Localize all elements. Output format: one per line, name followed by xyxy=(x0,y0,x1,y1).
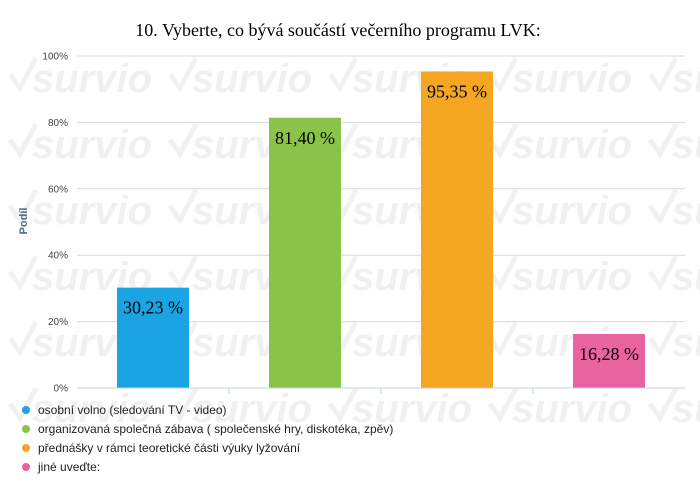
watermark-check-icon xyxy=(647,56,679,93)
y-tick-label: 100% xyxy=(42,52,68,63)
bar xyxy=(573,333,645,388)
watermark-check-icon xyxy=(327,386,359,423)
watermark-check-icon xyxy=(7,188,39,225)
bar xyxy=(117,287,189,388)
watermark-check-icon xyxy=(487,254,519,291)
watermark-check-icon xyxy=(647,254,679,291)
watermark-check-icon xyxy=(327,56,359,93)
y-tick-label: 0% xyxy=(54,384,69,395)
bar-value-label: 16,28 % xyxy=(579,344,639,364)
watermark-text: survio xyxy=(672,123,700,167)
legend-item-label: jiné uveďte: xyxy=(37,460,100,474)
watermark-text: survio xyxy=(672,321,700,365)
watermark-check-icon xyxy=(487,56,519,93)
watermark-check-icon xyxy=(167,122,199,159)
legend-marker xyxy=(22,425,30,433)
watermark-text: survio xyxy=(512,57,632,101)
watermark-text: survio xyxy=(672,255,700,299)
watermark-check-icon xyxy=(647,122,679,159)
bar-value-label: 81,40 % xyxy=(275,128,335,148)
chart-title: 10. Vyberte, co bývá součástí večerního … xyxy=(135,20,540,40)
legend-item-label: osobní volno (sledování TV - video) xyxy=(38,403,227,417)
y-tick-label: 60% xyxy=(48,184,68,195)
legend-item-label: přednášky v rámci teoretické části výuky… xyxy=(38,441,301,455)
legend-item-label: organizovaná společná zábava ( společens… xyxy=(38,422,393,436)
x-axis-ticks xyxy=(228,388,534,394)
watermark-check-icon xyxy=(647,386,679,423)
watermark-text: survio xyxy=(32,57,152,101)
watermark-text: survio xyxy=(512,123,632,167)
watermark-check-icon xyxy=(7,122,39,159)
watermark-check-icon xyxy=(167,188,199,225)
watermark-text: survio xyxy=(672,57,700,101)
watermark-check-icon xyxy=(7,386,39,423)
y-axis-ticks: 0% 20% 40% 60% 80% 100% xyxy=(42,52,68,395)
watermark-text: survio xyxy=(512,255,632,299)
watermark-check-icon xyxy=(487,188,519,225)
watermark-check-icon xyxy=(487,320,519,357)
bar xyxy=(269,117,341,388)
watermark-check-icon xyxy=(167,56,199,93)
watermark-check-icon xyxy=(7,254,39,291)
watermark-text: survio xyxy=(32,189,152,233)
watermark-check-icon xyxy=(647,320,679,357)
watermark-text: survio xyxy=(672,189,700,233)
bar-value-label: 95,35 % xyxy=(427,81,487,101)
watermark-text: survio xyxy=(32,387,152,431)
legend: osobní volno (sledování TV - video) organ… xyxy=(22,403,393,474)
watermark-text: survio xyxy=(512,189,632,233)
watermark-check-icon xyxy=(7,320,39,357)
legend-marker xyxy=(22,406,30,414)
data-labels: 30,23 % 81,40 % 95,35 % 16,28 % xyxy=(123,81,639,364)
watermark-text: survio xyxy=(192,57,312,101)
y-tick-label: 40% xyxy=(48,251,68,262)
watermark-text: survio xyxy=(352,387,472,431)
legend-marker xyxy=(22,444,30,452)
bars xyxy=(117,71,645,389)
legend-marker xyxy=(22,463,30,471)
watermark-check-icon xyxy=(167,386,199,423)
y-tick-label: 20% xyxy=(48,317,68,328)
watermark-check-icon xyxy=(487,386,519,423)
bar xyxy=(421,71,493,389)
y-axis-label: Podíl xyxy=(18,208,30,235)
watermark-check-icon xyxy=(647,188,679,225)
watermark-text: survio xyxy=(192,387,312,431)
y-tick-label: 80% xyxy=(48,118,68,129)
watermark-check-icon xyxy=(167,254,199,291)
watermark-text: survio xyxy=(672,387,700,431)
watermark-text: survio xyxy=(512,387,632,431)
watermark-check-icon xyxy=(7,56,39,93)
watermark-text: survio xyxy=(32,123,152,167)
watermark-check-icon xyxy=(487,122,519,159)
bar-value-label: 30,23 % xyxy=(123,298,183,318)
